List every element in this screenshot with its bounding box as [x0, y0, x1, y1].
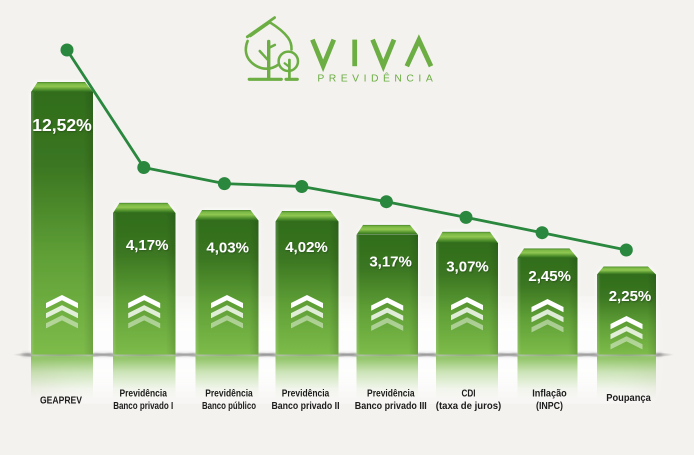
svg-text:Banco público: Banco público — [202, 400, 256, 412]
svg-text:CDI: CDI — [462, 388, 476, 400]
svg-text:(INPC): (INPC) — [536, 400, 563, 412]
svg-text:PREVIDÊNCIA: PREVIDÊNCIA — [317, 72, 437, 85]
svg-text:2,25%: 2,25% — [609, 288, 652, 305]
svg-text:Previdência: Previdência — [119, 388, 167, 400]
svg-text:4,02%: 4,02% — [285, 239, 328, 256]
svg-text:2,45%: 2,45% — [528, 268, 571, 285]
svg-text:4,17%: 4,17% — [126, 237, 169, 254]
svg-text:Previdência: Previdência — [205, 388, 253, 400]
svg-text:3,07%: 3,07% — [446, 258, 489, 275]
svg-text:Banco privado III: Banco privado III — [355, 400, 427, 412]
svg-text:GEAPREV: GEAPREV — [40, 395, 82, 407]
svg-text:Previdência: Previdência — [282, 388, 330, 400]
svg-text:3,17%: 3,17% — [369, 254, 412, 271]
svg-text:(taxa de juros): (taxa de juros) — [436, 400, 502, 412]
svg-text:Banco privado II: Banco privado II — [272, 400, 340, 412]
svg-text:Previdência: Previdência — [367, 388, 415, 400]
svg-text:Poupança: Poupança — [606, 392, 651, 404]
svg-text:12,52%: 12,52% — [32, 115, 92, 135]
svg-text:4,03%: 4,03% — [206, 239, 249, 256]
svg-text:Inflação: Inflação — [532, 388, 567, 400]
svg-text:Banco privado I: Banco privado I — [113, 400, 173, 412]
